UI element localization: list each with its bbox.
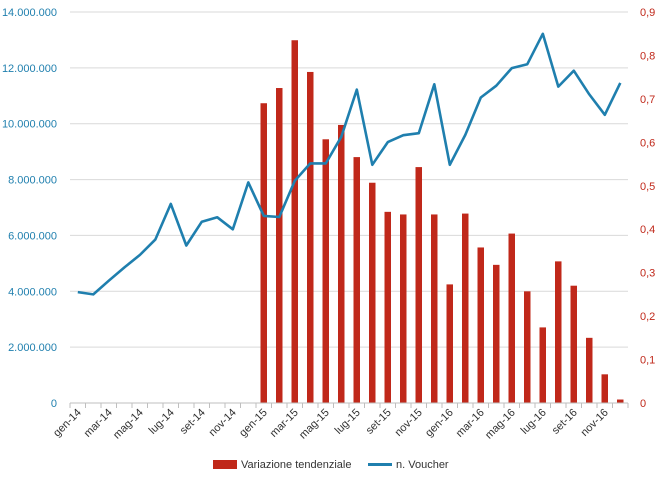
bar — [617, 399, 624, 403]
x-tick-label: lug-16 — [519, 407, 549, 437]
legend-swatch-bar — [213, 460, 237, 469]
x-tick-label: set-15 — [364, 407, 394, 437]
legend-label-line: n. Voucher — [396, 459, 449, 471]
left-tick-label: 4.000.000 — [8, 286, 57, 298]
legend: Variazione tendenziale n. Voucher — [213, 459, 449, 471]
left-tick-label: 0 — [51, 398, 57, 410]
left-tick-label: 8.000.000 — [8, 175, 57, 187]
legend-label-bar: Variazione tendenziale — [241, 459, 351, 471]
x-tick-label: gen-14 — [51, 407, 84, 440]
bar — [446, 284, 453, 403]
bar — [322, 139, 329, 403]
bar — [431, 214, 438, 403]
x-tick-label: set-14 — [178, 407, 208, 437]
right-tick-label: 0,8 — [640, 50, 655, 62]
bar — [415, 167, 422, 403]
left-tick-label: 14.000.000 — [2, 7, 57, 19]
bar-series — [260, 40, 624, 404]
bar — [384, 211, 391, 403]
series-line — [77, 32, 622, 296]
right-axis-ticks: 0 0,1 0,2 0,3 0,4 0,5 0,6 0,7 0,8 0,9 — [640, 7, 655, 410]
bar — [555, 261, 562, 403]
right-tick-label: 0,2 — [640, 311, 655, 323]
right-tick-label: 0,4 — [640, 224, 655, 236]
x-tick-label: lug-14 — [147, 407, 177, 437]
x-tick-label: gen-16 — [423, 407, 456, 440]
left-tick-label: 10.000.000 — [2, 119, 57, 131]
bar — [477, 247, 484, 403]
bar — [276, 88, 283, 404]
right-tick-label: 0,5 — [640, 181, 655, 193]
bar — [307, 71, 314, 403]
right-tick-label: 0,3 — [640, 268, 655, 280]
bar — [369, 182, 376, 403]
right-tick-label: 0,6 — [640, 137, 655, 149]
bar — [400, 214, 407, 403]
x-tick-label: mag-16 — [483, 407, 518, 442]
x-tick-label: mag-14 — [111, 407, 146, 442]
bar — [260, 103, 267, 403]
x-tick-label: mar-16 — [454, 407, 487, 440]
right-tick-label: 0,1 — [640, 355, 655, 367]
line-series — [77, 32, 622, 296]
x-tick-label: nov-14 — [207, 407, 239, 439]
right-tick-label: 0 — [640, 398, 646, 410]
bar — [524, 291, 531, 403]
right-tick-label: 0,9 — [640, 7, 655, 19]
left-tick-label: 12.000.000 — [2, 63, 57, 75]
bar — [601, 374, 608, 403]
bar — [570, 285, 577, 403]
gridlines — [70, 11, 628, 404]
x-tick-label: nov-16 — [579, 407, 611, 439]
bar — [291, 40, 298, 403]
x-tick-label: mar-14 — [82, 407, 115, 440]
x-tick-label: mag-15 — [297, 407, 332, 442]
bar — [493, 264, 500, 403]
bar — [462, 213, 469, 403]
x-tick-label: set-16 — [550, 407, 580, 437]
left-tick-label: 6.000.000 — [8, 230, 57, 242]
x-tick-label: gen-15 — [237, 407, 270, 440]
x-tick-label: nov-15 — [393, 407, 425, 439]
x-tick-label: mar-15 — [268, 407, 301, 440]
bar — [338, 124, 345, 403]
x-tick-label: lug-15 — [333, 407, 363, 437]
left-tick-label: 2.000.000 — [8, 342, 57, 354]
bar — [586, 337, 593, 403]
right-tick-label: 0,7 — [640, 94, 655, 106]
bar — [539, 327, 546, 403]
bar — [353, 157, 360, 403]
left-axis-ticks: 0 2.000.000 4.000.000 6.000.000 8.000.000 10.… — [2, 7, 57, 410]
bar — [508, 233, 515, 403]
